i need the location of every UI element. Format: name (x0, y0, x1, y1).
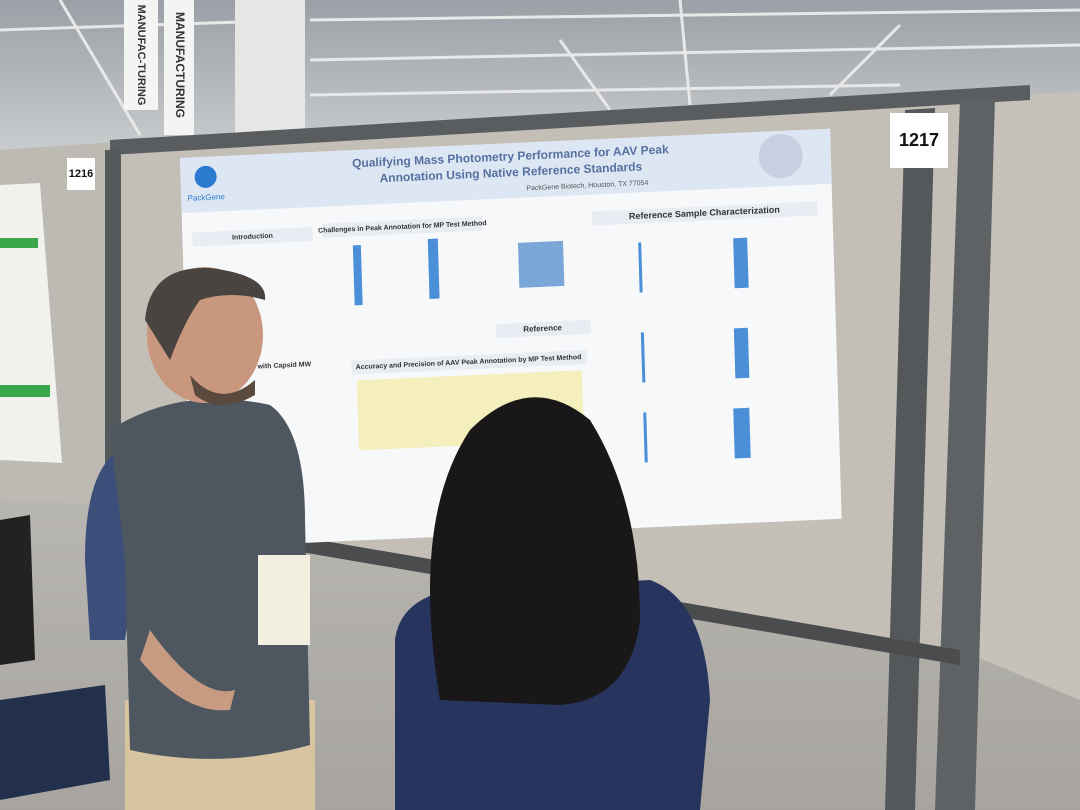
poster-figure (733, 327, 750, 379)
section-bar (322, 216, 483, 238)
section-bar (592, 201, 818, 226)
panel-post (885, 108, 935, 810)
poster-band (0, 385, 50, 397)
poster-org: PackGene (187, 192, 225, 203)
poster-figure (427, 238, 440, 299)
booth-number: 1216 (69, 168, 93, 180)
woman (395, 397, 710, 810)
banner-text: MANUFAC-TURING (135, 5, 147, 106)
column (235, 0, 305, 135)
panel-post (105, 150, 121, 510)
banner (124, 0, 158, 110)
beard (190, 375, 255, 405)
poster-figure (733, 237, 749, 289)
section-bar (351, 349, 587, 375)
booth-sign (67, 158, 95, 190)
poster-band (0, 238, 38, 248)
virus-image (758, 133, 803, 179)
poster: PackGene Qualifying Mass Photometry Perf… (180, 128, 842, 548)
panel-frame (110, 85, 1030, 155)
logo (194, 165, 217, 188)
section-bar (192, 227, 313, 247)
panel-post (935, 98, 995, 810)
hair (430, 397, 640, 705)
poster-figure (643, 412, 648, 463)
man (85, 267, 315, 810)
section-heading: Introduction (232, 233, 273, 242)
poster-figure (733, 407, 751, 459)
qr-code (518, 240, 565, 288)
banner-text: MANUFACTURING (173, 12, 187, 118)
section-bar (495, 319, 591, 339)
banner (164, 0, 194, 135)
poster-figure (640, 332, 646, 383)
arm (140, 630, 235, 711)
section-heading: Size with Capsid MW (241, 361, 311, 371)
booth-number: 1217 (899, 130, 939, 150)
poster-figure (638, 242, 643, 293)
hair (145, 267, 266, 360)
poster-figure (352, 244, 363, 306)
poster-header (180, 128, 832, 213)
booth-sign (890, 113, 948, 168)
badge (258, 555, 310, 645)
section-heading: Reference (523, 323, 562, 334)
bag (0, 685, 110, 800)
person-legs (0, 515, 35, 665)
